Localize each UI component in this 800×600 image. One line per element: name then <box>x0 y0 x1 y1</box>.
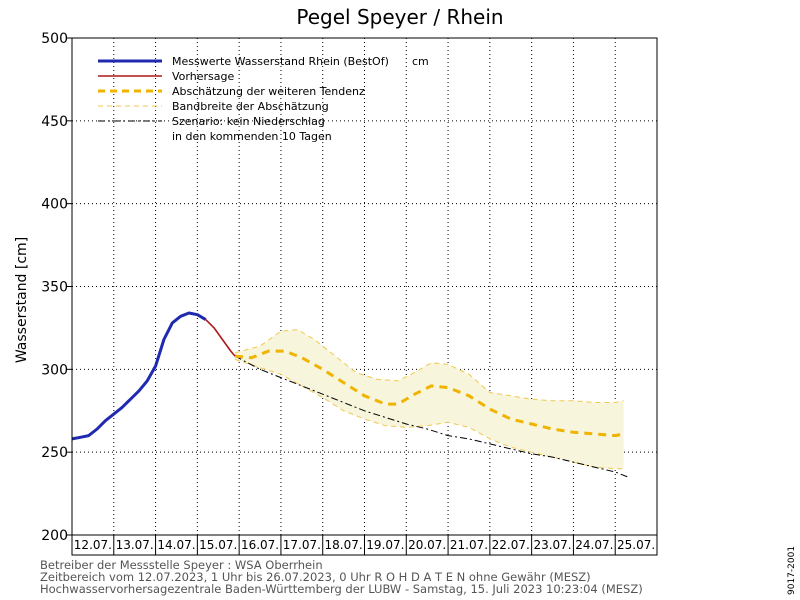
band-fill <box>235 329 624 469</box>
x-tick-label: 18.07. <box>325 538 363 552</box>
x-tick-label: 14.07. <box>157 538 195 552</box>
y-tick-label: 500 <box>41 31 68 47</box>
series-line-band-upper <box>234 329 624 403</box>
legend-unit: cm <box>412 55 429 68</box>
y-tick-label: 350 <box>41 280 68 296</box>
x-tick-label: 23.07. <box>533 538 571 552</box>
y-axis-label: Wasserstand [cm] <box>14 237 30 363</box>
x-tick-label: 16.07. <box>241 538 279 552</box>
y-tick-label: 200 <box>41 528 68 544</box>
series-line-measured <box>71 311 207 441</box>
x-tick-label: 22.07. <box>492 538 530 552</box>
series-line-forecast <box>205 319 236 357</box>
chart-code: 9017-2001 <box>787 546 797 595</box>
x-tick-label: 17.07. <box>283 538 321 552</box>
legend-label-band: Bandbreite der Abschätzung <box>172 100 329 113</box>
x-tick-label: 20.07. <box>408 538 446 552</box>
x-tick-label: 12.07. <box>74 538 112 552</box>
y-ticks: 200 250 300 350 400 450 500 <box>41 31 72 544</box>
legend-label-no-rain-line2: in den kommenden 10 Tagen <box>172 130 332 143</box>
chart-title: Pegel Speyer / Rhein <box>296 5 503 29</box>
x-tick-label: 21.07. <box>450 538 488 552</box>
x-tick-label: 25.07. <box>617 538 655 552</box>
legend-label-tendency: Abschätzung der weiteren Tendenz <box>172 85 365 98</box>
x-tick-label: 24.07. <box>575 538 613 552</box>
legend: Messwerte Wasserstand Rhein (BestOf) cm … <box>98 55 429 143</box>
x-ticks: 12.07. 13.07. 14.07. 15.07. 16.07. 17.07. 18.0… <box>72 534 657 555</box>
y-tick-label: 250 <box>41 445 68 461</box>
grid <box>72 38 657 535</box>
legend-label-forecast: Vorhersage <box>172 70 234 83</box>
footer-operator: Betreiber der Messstelle Speyer : WSA Ob… <box>40 558 323 572</box>
series-line-tendency <box>234 349 624 438</box>
x-tick-label: 13.07. <box>116 538 154 552</box>
footer-source: Hochwasservorhersagezentrale Baden-Württ… <box>40 582 643 596</box>
legend-label-measured: Messwerte Wasserstand Rhein (BestOf) <box>172 55 389 68</box>
band-area <box>235 329 624 469</box>
legend-label-no-rain: Szenario: kein Niederschlag <box>172 115 325 128</box>
y-tick-label: 400 <box>41 197 68 213</box>
x-tick-label: 19.07. <box>366 538 404 552</box>
footer-time-range: Zeitbereich vom 12.07.2023, 1 Uhr bis 26… <box>40 570 591 584</box>
series-line-band-lower <box>234 358 624 470</box>
x-tick-label: 15.07. <box>199 538 237 552</box>
plot-frame <box>71 37 658 556</box>
y-tick-label: 300 <box>41 362 68 378</box>
y-tick-label: 450 <box>41 114 68 130</box>
series-line-no-rain <box>234 355 628 478</box>
series-lines <box>71 311 628 478</box>
